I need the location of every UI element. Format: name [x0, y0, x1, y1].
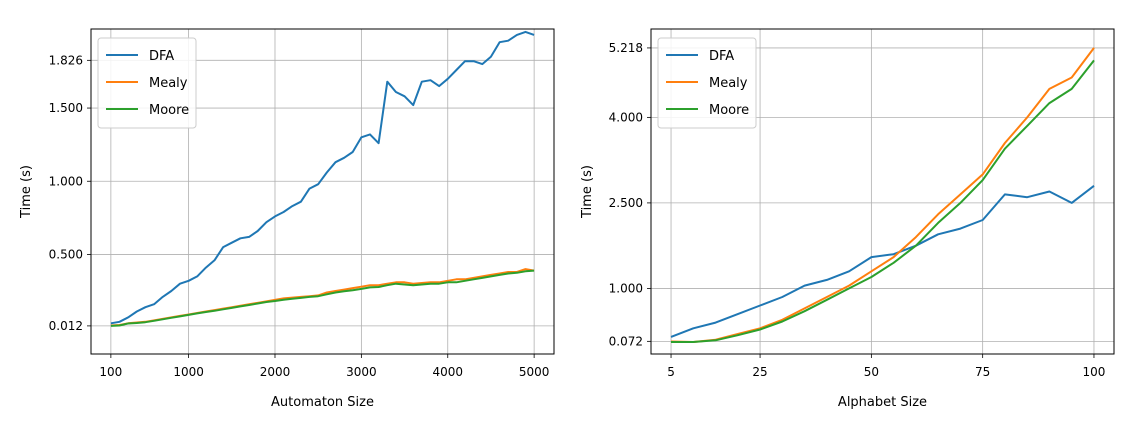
legend-label-mealy: Mealy [149, 76, 188, 91]
plot-frame [90, 28, 555, 355]
y-tick-label: 1.000 [609, 281, 643, 295]
chart-automaton-size: 100 1000 2000 3000 4000 5000 0.012 0.500 1.000 1.… [19, 28, 555, 410]
y-axis-label: Time (s) [19, 165, 34, 219]
x-tick-label: 100 [1083, 365, 1106, 379]
x-tick-label: 4000 [432, 365, 463, 379]
x-axis-label: Automaton Size [271, 395, 374, 410]
x-axis-label: Alphabet Size [838, 395, 927, 410]
series-line-mealy [670, 47, 1095, 343]
x-tick-label: 5000 [519, 365, 550, 379]
x-tick-label: 25 [752, 365, 767, 379]
legend-label-moore: Moore [149, 103, 189, 118]
x-tick-label: 5 [667, 365, 675, 379]
x-tick-label: 75 [975, 365, 990, 379]
legend-label-dfa: DFA [149, 49, 174, 64]
x-tick-label: 1000 [173, 365, 204, 379]
y-tick-label: 0.072 [609, 334, 643, 348]
y-tick-label: 2.500 [609, 196, 643, 210]
y-tick-label: 0.500 [49, 247, 83, 261]
x-tick-label: 2000 [260, 365, 291, 379]
x-tick-label: 50 [864, 365, 879, 379]
legend-box [657, 37, 757, 129]
x-tick-label: 100 [99, 365, 122, 379]
series-line-dfa [110, 30, 535, 325]
legend-label-moore: Moore [709, 103, 749, 118]
y-tick-label: 1.826 [49, 53, 83, 67]
chart-alphabet-size: 5 25 50 75 100 0.072 1.000 2.500 4.000 5.218 Alpha… [580, 28, 1115, 410]
series-line-dfa [670, 185, 1095, 338]
series-line-moore [110, 269, 535, 327]
legend-label-mealy: Mealy [709, 76, 748, 91]
y-tick-label: 1.000 [49, 174, 83, 188]
x-tick-label: 3000 [346, 365, 377, 379]
y-tick-label: 4.000 [609, 110, 643, 124]
series-line-moore [671, 59, 1095, 343]
y-axis-label: Time (s) [580, 165, 595, 219]
y-tick-label: 5.218 [609, 41, 643, 55]
legend-label-dfa: DFA [709, 49, 734, 64]
y-tick-label: 1.500 [49, 101, 83, 115]
plot-frame [650, 28, 1115, 355]
y-tick-label: 0.012 [49, 319, 83, 333]
legend-box [97, 37, 197, 129]
